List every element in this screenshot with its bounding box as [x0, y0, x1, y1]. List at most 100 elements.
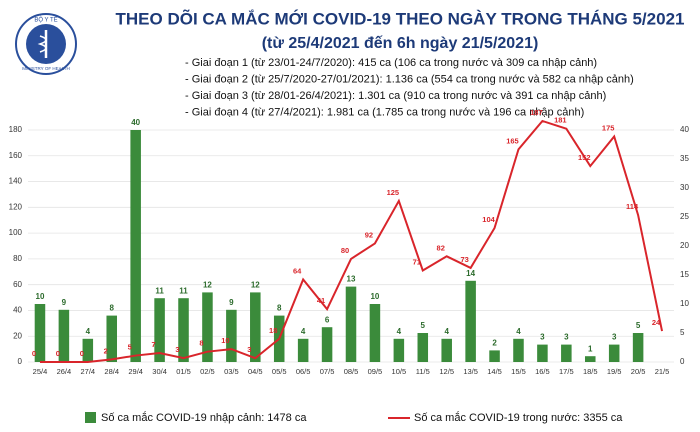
bar-value-label: 11 — [179, 286, 188, 295]
line-value-label: 2 — [104, 346, 108, 355]
bar-value-label: 9 — [229, 298, 234, 307]
bar-value-label: 10 — [36, 292, 45, 301]
bar-value-label: 14 — [466, 269, 475, 278]
bar-value-label: 1 — [588, 344, 593, 353]
logo-top: BỘ Y TẾ — [34, 17, 57, 24]
logo-bottom: MINISTRY OF HEALTH — [22, 66, 70, 71]
bar-value-label: 3 — [564, 333, 569, 342]
x-tick-label: 09/5 — [368, 367, 383, 376]
bar — [250, 292, 261, 362]
line-value-label: 152 — [578, 153, 591, 162]
bar-value-label: 5 — [421, 321, 426, 330]
x-tick-label: 07/5 — [320, 367, 335, 376]
line-value-label: 0 — [32, 349, 36, 358]
bar — [489, 350, 500, 362]
line-value-label: 5 — [128, 343, 132, 352]
note: - Giai đoạn 4 (từ 27/4/2021): 1.981 ca (… — [185, 106, 584, 118]
bar — [537, 344, 548, 362]
y2-tick-label: 40 — [680, 125, 689, 134]
y2-tick-label: 25 — [680, 212, 689, 221]
bar — [513, 338, 524, 362]
bar — [154, 298, 165, 362]
line — [39, 119, 664, 363]
line-value-label: 181 — [554, 116, 567, 125]
bar — [321, 327, 333, 362]
y-tick-label: 80 — [13, 254, 22, 263]
x-tick-label: 30/4 — [152, 367, 167, 376]
bar — [417, 333, 429, 362]
x-tick-label: 28/4 — [104, 367, 119, 376]
note: - Giai đoạn 3 (từ 28/01-26/4/2021): 1.30… — [185, 90, 606, 102]
line-value-label: 73 — [460, 255, 468, 264]
x-tick-label: 15/5 — [511, 367, 526, 376]
note: - Giai đoạn 2 (từ 25/7/2020-27/01/2021):… — [185, 73, 634, 85]
bar-value-label: 9 — [62, 298, 67, 307]
bar-value-label: 12 — [203, 281, 212, 290]
bar — [34, 304, 46, 362]
y2-tick-label: 20 — [680, 241, 689, 250]
bar-value-label: 8 — [110, 304, 115, 313]
y2-tick-label: 30 — [680, 183, 689, 192]
line-value-label: 7 — [152, 340, 156, 349]
x-tick-label: 14/5 — [487, 367, 502, 376]
bar-value-label: 13 — [347, 275, 356, 284]
x-tick-label: 04/5 — [248, 367, 263, 376]
logo: BỘ Y TẾ MINISTRY OF HEALTH — [15, 13, 77, 75]
line-value-label: 10 — [221, 336, 229, 345]
line-value-label: 64 — [293, 266, 302, 275]
bar — [608, 344, 620, 362]
x-tick-label: 25/4 — [33, 367, 48, 376]
x-tick-label: 21/5 — [655, 367, 670, 376]
x-tick-label: 19/5 — [607, 367, 622, 376]
x-tick-label: 16/5 — [535, 367, 550, 376]
line-value-label: 3 — [175, 345, 179, 354]
line-value-label: 0 — [56, 349, 60, 358]
y-tick-label: 40 — [13, 306, 22, 315]
legend-swatch — [85, 412, 96, 423]
bar — [82, 338, 94, 362]
line-value-label: 0 — [80, 349, 84, 358]
legend-label: Số ca mắc COVID-19 nhập cảnh: 1478 ca — [101, 411, 307, 424]
x-tick-label: 10/5 — [392, 367, 407, 376]
chart-subtitle: (từ 25/4/2021 đến 6h ngày 21/5/2021) — [262, 35, 539, 52]
line-value-label: 41 — [317, 296, 325, 305]
bar — [369, 304, 381, 362]
bar-value-label: 4 — [516, 327, 521, 336]
bar-value-label: 11 — [155, 286, 164, 295]
line-value-label: 18 — [269, 326, 277, 335]
bar — [561, 344, 572, 362]
bar — [584, 356, 596, 362]
line-value-label: 125 — [387, 188, 400, 197]
line-value-label: 175 — [602, 123, 615, 132]
y2-tick-label: 15 — [680, 270, 689, 279]
bar-value-label: 10 — [370, 292, 379, 301]
note: - Giai đoạn 1 (từ 23/01-24/7/2020): 415 … — [185, 57, 597, 69]
line-value-label: 8 — [199, 339, 203, 348]
line-value-label: 3 — [247, 345, 251, 354]
x-tick-label: 02/5 — [200, 367, 215, 376]
bar-value-label: 12 — [251, 281, 260, 290]
y-tick-label: 60 — [13, 280, 22, 289]
bar — [202, 292, 213, 362]
x-tick-label: 11/5 — [416, 367, 430, 376]
bar — [130, 130, 141, 362]
legend-label: Số ca mắc COVID-19 trong nước: 3355 ca — [414, 411, 623, 424]
y-tick-label: 180 — [9, 125, 23, 134]
line-value-label: 165 — [506, 136, 519, 145]
bar-value-label: 6 — [325, 315, 330, 324]
bar — [106, 315, 118, 362]
x-tick-label: 26/4 — [57, 367, 72, 376]
bar-value-label: 40 — [131, 118, 140, 127]
x-tick-label: 27/4 — [81, 367, 96, 376]
bar-value-label: 4 — [397, 327, 402, 336]
bar-value-label: 5 — [636, 321, 641, 330]
line-value-label: 82 — [437, 243, 445, 252]
bar-value-label: 4 — [301, 327, 306, 336]
y2-tick-label: 0 — [680, 357, 685, 366]
y2-tick-label: 5 — [680, 328, 685, 337]
bar — [297, 338, 309, 362]
line-value-label: 80 — [341, 246, 349, 255]
bar-value-label: 4 — [86, 327, 91, 336]
bar-value-label: 8 — [277, 304, 282, 313]
